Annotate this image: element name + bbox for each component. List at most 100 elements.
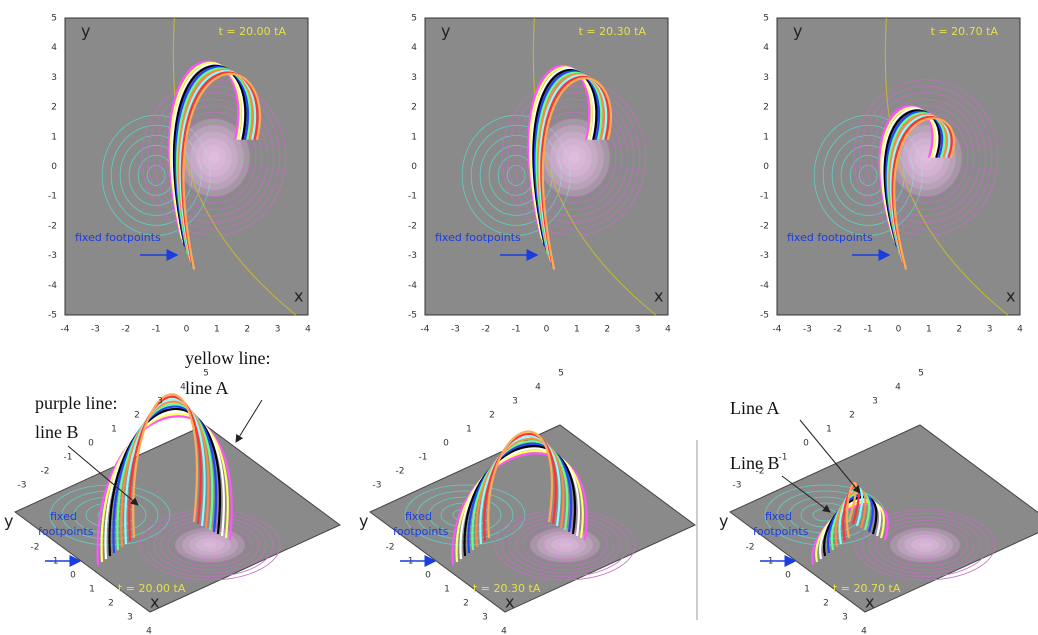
y-tick-label: 1	[826, 425, 832, 435]
field-line	[891, 115, 953, 266]
y-tick-label: -2	[756, 467, 765, 477]
y-tick-label: 1	[763, 132, 769, 142]
contour	[508, 516, 622, 574]
contour	[853, 79, 999, 236]
pointer	[67, 445, 139, 506]
contour	[195, 137, 233, 178]
y-axis-label: y	[359, 512, 368, 531]
field-line	[533, 70, 601, 251]
y-tick-label: -5	[48, 311, 57, 321]
x-tick-label: 4	[305, 325, 311, 335]
annotation: fixed	[765, 510, 792, 523]
contour	[153, 516, 267, 574]
y-tick-label: -3	[48, 251, 57, 261]
field-line	[527, 64, 591, 236]
y-tick-label: 3	[157, 397, 163, 407]
line-label: Line A	[730, 398, 780, 418]
field-line	[475, 437, 565, 548]
y-tick-label: 1	[466, 425, 472, 435]
y-tick-label: -2	[408, 221, 417, 231]
y-tick-label: 3	[411, 73, 417, 83]
x-tick-label: 2	[604, 325, 610, 335]
annotation: fixed footpoints	[435, 231, 521, 244]
x-tick-label: 3	[127, 613, 133, 623]
time-label: t = 20.00 tA	[118, 582, 186, 595]
field-line	[124, 398, 206, 545]
y-tick-label: -5	[760, 311, 769, 321]
annotation: footpoints	[393, 525, 449, 538]
y-tick-label: 4	[51, 43, 57, 53]
x-tick-label: 0	[896, 325, 902, 335]
x-tick-label: 4	[1017, 325, 1023, 335]
x-axis-label: x	[505, 593, 514, 612]
contour	[119, 135, 193, 216]
pointer	[781, 475, 831, 513]
y-tick-label: 4	[895, 383, 901, 393]
contour	[549, 131, 599, 184]
field-line	[471, 440, 569, 551]
field-line	[538, 74, 608, 263]
contour	[201, 144, 227, 171]
field-line	[112, 405, 218, 554]
line-label: line B	[35, 422, 79, 442]
field-line	[890, 114, 951, 263]
annotation: fixed	[50, 510, 77, 523]
x-tick-label: 3	[635, 325, 641, 335]
y-tick-label: 4	[535, 383, 541, 393]
plane	[369, 424, 696, 613]
x-tick-label: -2	[31, 543, 40, 553]
y-tick-label: -2	[48, 221, 57, 231]
field-line	[830, 491, 871, 551]
x-tick-label: -1	[512, 325, 521, 335]
y-tick-label: 5	[558, 369, 564, 379]
field-line	[182, 72, 261, 270]
contour	[506, 165, 526, 186]
contour	[536, 530, 594, 560]
field-line	[893, 117, 956, 270]
y-tick-label: -3	[733, 481, 742, 491]
y-tick-label: 3	[763, 73, 769, 83]
y-tick-label: 0	[88, 439, 94, 449]
contour	[561, 144, 587, 171]
contour	[861, 513, 989, 577]
field-line	[171, 63, 245, 243]
x-tick-label: 1	[444, 585, 450, 595]
annotation: fixed	[405, 510, 432, 523]
y-tick-label: -4	[48, 281, 57, 291]
contour	[181, 530, 239, 560]
y-tick-label: -3	[408, 251, 417, 261]
contour	[139, 509, 281, 581]
x-tick-label: -1	[864, 325, 873, 335]
y-tick-label: 5	[763, 14, 769, 24]
x-axis-label: x	[654, 287, 663, 306]
x-tick-label: -3	[803, 325, 812, 335]
y-axis-label: y	[793, 22, 802, 41]
y-tick-label: 2	[134, 411, 140, 421]
contour	[507, 85, 641, 230]
field-line	[120, 400, 210, 548]
x-axis-label: x	[1006, 287, 1015, 306]
y-tick-label: 3	[51, 73, 57, 83]
annotation: fixed footpoints	[787, 231, 873, 244]
x-tick-label: 0	[70, 571, 76, 581]
y-tick-label: 5	[918, 369, 924, 379]
contour	[207, 150, 221, 165]
field-line	[532, 69, 598, 247]
x-tick-label: 4	[501, 627, 507, 635]
contour	[557, 541, 573, 549]
line-label: line A	[185, 378, 229, 398]
contour	[146, 513, 274, 577]
field-line	[132, 393, 198, 539]
contour	[202, 541, 218, 549]
x-tick-label: -2	[833, 325, 842, 335]
field-line	[540, 75, 610, 266]
contour	[110, 125, 202, 226]
field-line	[176, 67, 252, 255]
y-tick-label: -3	[18, 481, 27, 491]
x-tick-label: 1	[214, 325, 220, 335]
field-line	[537, 73, 605, 259]
x-tick-label: 1	[804, 585, 810, 595]
contour	[147, 85, 281, 230]
contour	[896, 530, 954, 560]
